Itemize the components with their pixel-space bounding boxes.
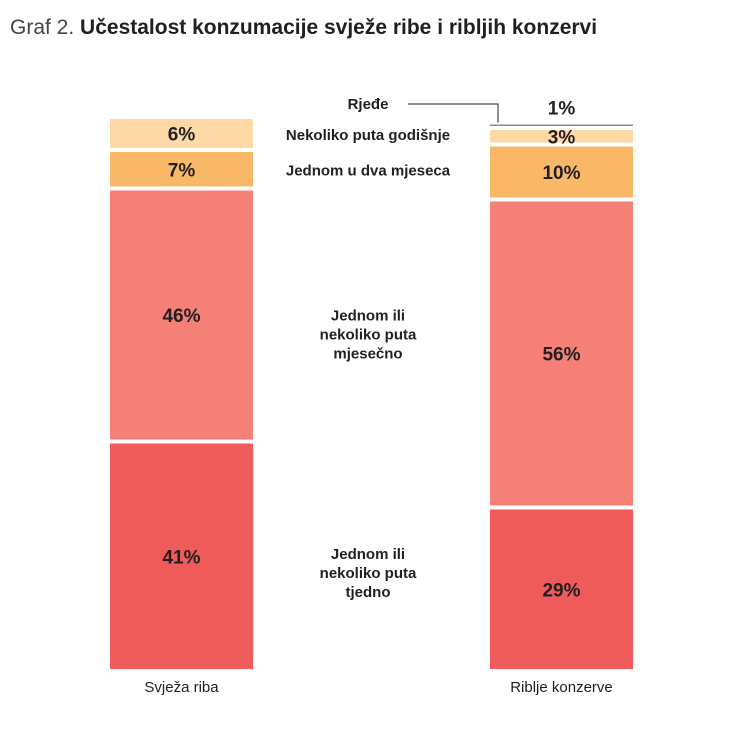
value-label-riblje-konzerve-jednom-u-dva-mjeseca: 10% [542, 163, 580, 184]
value-label-riblje-konzerve-rjede: 1% [548, 99, 576, 120]
series-label-rjede: Rjeđe [348, 96, 389, 113]
leader-line-rjede [408, 103, 499, 123]
value-label-svjeza-riba-jednom-u-dva-mjeseca: 7% [168, 160, 196, 181]
value-label-svjeza-riba-nekoliko-puta-godisnje: 6% [168, 125, 196, 146]
series-label-jednom-u-dva-mjeseca: Jednom u dva mjeseca [286, 163, 451, 180]
bar-segment-riblje-konzerve-jednom-u-dva-mjeseca [490, 146, 633, 198]
bar-segment-svjeza-riba-jednom-ili-nekoliko-puta-tjedno [110, 443, 253, 669]
category-label-svjeza-riba: Svježa riba [144, 679, 219, 696]
bar-segment-riblje-konzerve-nekoliko-puta-godisnje [490, 130, 633, 143]
bar-segment-riblje-konzerve-jednom-ili-nekoliko-puta-mjesecno [490, 201, 633, 506]
bar-segment-svjeza-riba-nekoliko-puta-godisnje [110, 119, 253, 148]
bar-segment-riblje-konzerve-jednom-ili-nekoliko-puta-tjedno [490, 509, 633, 669]
value-label-riblje-konzerve-nekoliko-puta-godisnje: 3% [548, 127, 576, 148]
series-label-jednom-ili-nekoliko-puta-mjesecno: Jednom ili nekoliko puta mjesečno [320, 307, 417, 362]
bar-segment-svjeza-riba-jednom-u-dva-mjeseca [110, 152, 253, 187]
value-label-riblje-konzerve-jednom-ili-nekoliko-puta-tjedno: 29% [542, 580, 580, 601]
chart-title-main: Učestalost konzumacije svježe ribe i rib… [80, 16, 598, 39]
category-label-riblje-konzerve: Riblje konzerve [510, 679, 613, 696]
series-label-jednom-ili-nekoliko-puta-tjedno: Jednom ili nekoliko puta tjedno [320, 546, 417, 601]
bar-segment-svjeza-riba-jednom-ili-nekoliko-puta-mjesecno [110, 190, 253, 440]
chart-title: Graf 2. Učestalost konzumacije svježe ri… [10, 16, 597, 40]
value-label-riblje-konzerve-jednom-ili-nekoliko-puta-mjesecno: 56% [542, 345, 580, 366]
series-label-nekoliko-puta-godisnje: Nekoliko puta godišnje [286, 127, 450, 144]
bar-segment-riblje-konzerve-rjede [490, 124, 633, 126]
chart-title-prefix: Graf 2. [10, 16, 75, 39]
value-label-svjeza-riba-jednom-ili-nekoliko-puta-mjesecno: 46% [162, 306, 200, 327]
value-label-svjeza-riba-jednom-ili-nekoliko-puta-tjedno: 41% [162, 547, 200, 568]
